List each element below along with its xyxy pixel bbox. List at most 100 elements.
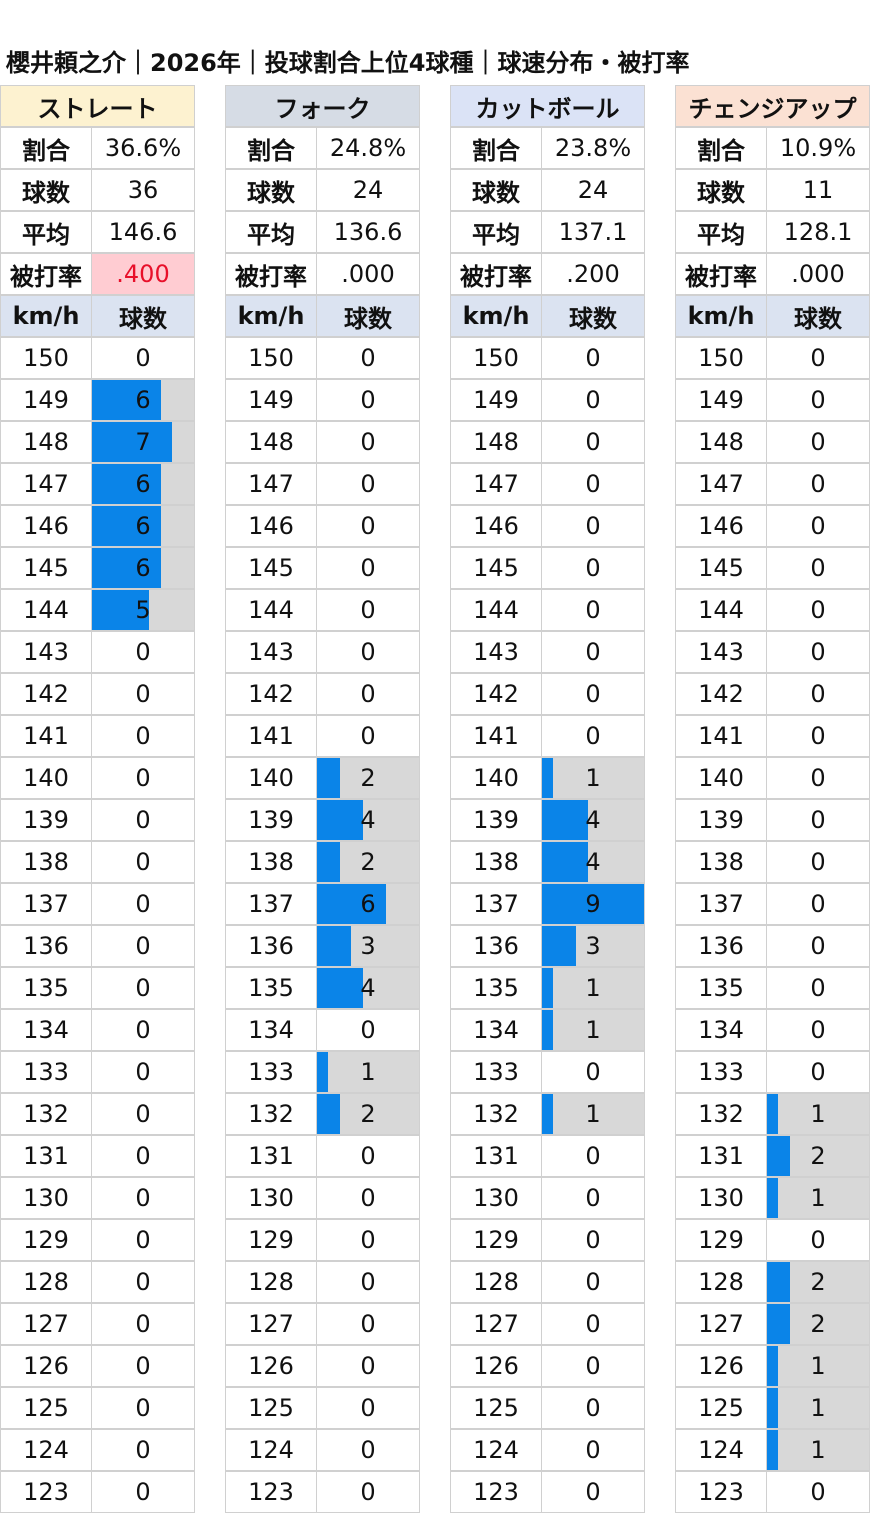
speed-label: 149 — [675, 379, 767, 421]
count-value: 0 — [135, 848, 151, 876]
speed-label: 146 — [0, 505, 92, 547]
speed-label: 124 — [0, 1429, 92, 1471]
ba-value: .000 — [766, 253, 870, 295]
count-value: 0 — [585, 596, 601, 624]
kmh-header: km/h — [450, 295, 542, 337]
speed-label: 129 — [450, 1219, 542, 1261]
speed-label: 149 — [450, 379, 542, 421]
bar — [317, 800, 363, 840]
count-value: 0 — [810, 512, 826, 540]
ba-value: .400 — [91, 253, 195, 295]
speed-label: 146 — [675, 505, 767, 547]
speed-label: 143 — [675, 631, 767, 673]
bar — [92, 590, 150, 630]
speed-label: 128 — [225, 1261, 317, 1303]
count-value: 0 — [810, 764, 826, 792]
count-value: 0 — [360, 1226, 376, 1254]
count-value: 1 — [585, 974, 601, 1002]
count-value: 6 — [135, 554, 151, 582]
speed-label: 127 — [675, 1303, 767, 1345]
speed-label: 131 — [0, 1135, 92, 1177]
ratio-label: 割合 — [450, 127, 542, 169]
speed-label: 141 — [0, 715, 92, 757]
count-cell: 0 — [91, 715, 195, 757]
speed-label: 130 — [450, 1177, 542, 1219]
count-cell: 0 — [91, 1387, 195, 1429]
bar — [542, 758, 554, 798]
count-label: 球数 — [450, 169, 542, 211]
count-value: 0 — [135, 890, 151, 918]
count-cell: 0 — [766, 799, 870, 841]
pitches-header: 球数 — [316, 295, 420, 337]
count-cell: 0 — [766, 1009, 870, 1051]
count-value: 0 — [585, 1352, 601, 1380]
bar — [92, 380, 161, 420]
count-value: 0 — [810, 932, 826, 960]
speed-label: 132 — [450, 1093, 542, 1135]
count-cell: 0 — [316, 1345, 420, 1387]
count-cell: 0 — [91, 1345, 195, 1387]
count-value: 3 — [585, 932, 601, 960]
count-cell: 1 — [766, 1177, 870, 1219]
count-cell: 4 — [541, 799, 645, 841]
count-value: 0 — [810, 1226, 826, 1254]
count-cell: 0 — [91, 883, 195, 925]
count-value: 24 — [316, 169, 420, 211]
pitch-name: チェンジアップ — [675, 85, 870, 127]
count-value: 0 — [135, 1478, 151, 1506]
count-cell: 5 — [91, 589, 195, 631]
speed-label: 145 — [675, 547, 767, 589]
bar-track — [767, 1346, 869, 1386]
count-value: 36 — [91, 169, 195, 211]
count-value: 6 — [360, 890, 376, 918]
speed-label: 150 — [450, 337, 542, 379]
count-value: 0 — [585, 428, 601, 456]
count-value: 0 — [585, 470, 601, 498]
speed-label: 137 — [675, 883, 767, 925]
speed-label: 128 — [450, 1261, 542, 1303]
kmh-header: km/h — [225, 295, 317, 337]
speed-label: 127 — [0, 1303, 92, 1345]
count-value: 2 — [360, 848, 376, 876]
count-value: 0 — [360, 1394, 376, 1422]
bar-track — [542, 1094, 644, 1134]
speed-label: 132 — [675, 1093, 767, 1135]
speed-label: 141 — [450, 715, 542, 757]
count-value: 0 — [810, 344, 826, 372]
avg-label: 平均 — [450, 211, 542, 253]
count-cell: 6 — [91, 547, 195, 589]
count-cell: 0 — [541, 337, 645, 379]
count-cell: 0 — [766, 925, 870, 967]
count-value: 1 — [810, 1436, 826, 1464]
count-cell: 6 — [91, 379, 195, 421]
avg-value: 128.1 — [766, 211, 870, 253]
count-value: 0 — [360, 638, 376, 666]
speed-label: 131 — [675, 1135, 767, 1177]
count-value: 11 — [766, 169, 870, 211]
count-cell: 9 — [541, 883, 645, 925]
speed-label: 127 — [450, 1303, 542, 1345]
count-value: 0 — [135, 638, 151, 666]
count-value: 9 — [585, 890, 601, 918]
count-cell: 1 — [766, 1429, 870, 1471]
speed-label: 131 — [450, 1135, 542, 1177]
count-cell: 0 — [766, 1219, 870, 1261]
count-value: 0 — [360, 1478, 376, 1506]
bar — [92, 548, 161, 588]
count-value: 6 — [135, 386, 151, 414]
speed-label: 146 — [450, 505, 542, 547]
speed-label: 125 — [450, 1387, 542, 1429]
count-value: 0 — [135, 1268, 151, 1296]
speed-label: 134 — [225, 1009, 317, 1051]
count-value: 0 — [135, 1226, 151, 1254]
avg-value: 136.6 — [316, 211, 420, 253]
count-value: 1 — [810, 1352, 826, 1380]
avg-label: 平均 — [0, 211, 92, 253]
speed-label: 124 — [225, 1429, 317, 1471]
count-cell: 0 — [316, 1261, 420, 1303]
speed-label: 123 — [225, 1471, 317, 1513]
count-cell: 3 — [541, 925, 645, 967]
speed-label: 125 — [675, 1387, 767, 1429]
count-value: 0 — [360, 1310, 376, 1338]
count-cell: 0 — [91, 1051, 195, 1093]
